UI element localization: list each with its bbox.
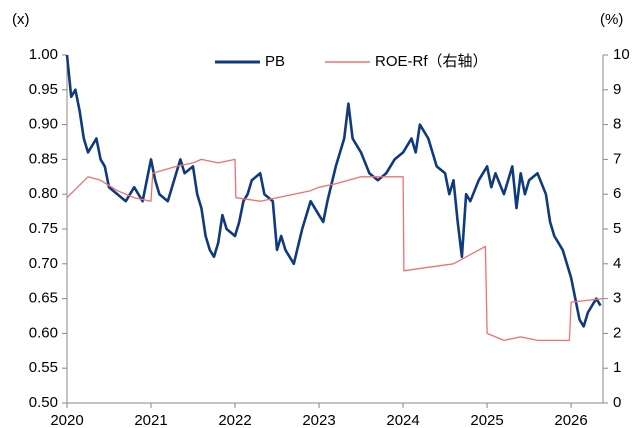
x-tick-label: 2025 <box>470 412 503 428</box>
legend-label: PB <box>265 53 285 70</box>
y2-tick-label: 1 <box>613 359 621 376</box>
y2-tick-label: 9 <box>613 81 621 98</box>
x-tick-label: 2024 <box>386 412 419 428</box>
y-tick-label: 0.85 <box>29 150 58 167</box>
y2-tick-label: 10 <box>613 46 630 63</box>
x-tick-label: 2023 <box>302 412 335 428</box>
y2-tick-label: 5 <box>613 220 621 237</box>
y2-unit: (%) <box>600 11 623 28</box>
y-tick-label: 0.70 <box>29 255 58 272</box>
y-tick-label: 0.95 <box>29 81 58 98</box>
y-tick-label: 0.90 <box>29 116 58 133</box>
x-tick-label: 2020 <box>50 412 83 428</box>
x-tick-label: 2026 <box>554 412 587 428</box>
y-tick-label: 0.80 <box>29 185 58 202</box>
y-tick-label: 0.65 <box>29 290 58 307</box>
series-line <box>66 158 604 342</box>
y-tick-label: 0.55 <box>29 359 58 376</box>
y-tick-label: 0.50 <box>29 394 58 411</box>
y-tick-label: 0.75 <box>29 220 58 237</box>
series-line <box>65 54 602 328</box>
y2-tick-label: 2 <box>613 324 621 341</box>
y-tick-label: 1.00 <box>29 46 58 63</box>
y2-tick-label: 7 <box>613 150 621 167</box>
y-unit: (x) <box>12 11 30 28</box>
x-tick-label: 2022 <box>218 412 251 428</box>
y2-tick-label: 3 <box>613 290 621 307</box>
y2-tick-label: 6 <box>613 185 621 202</box>
y2-tick-label: 0 <box>613 394 621 411</box>
x-tick-label: 2021 <box>134 412 167 428</box>
y2-tick-label: 8 <box>613 116 621 133</box>
y2-tick-label: 4 <box>613 255 621 272</box>
legend-label: ROE-Rf（右轴） <box>375 53 488 70</box>
y-tick-label: 0.60 <box>29 324 58 341</box>
